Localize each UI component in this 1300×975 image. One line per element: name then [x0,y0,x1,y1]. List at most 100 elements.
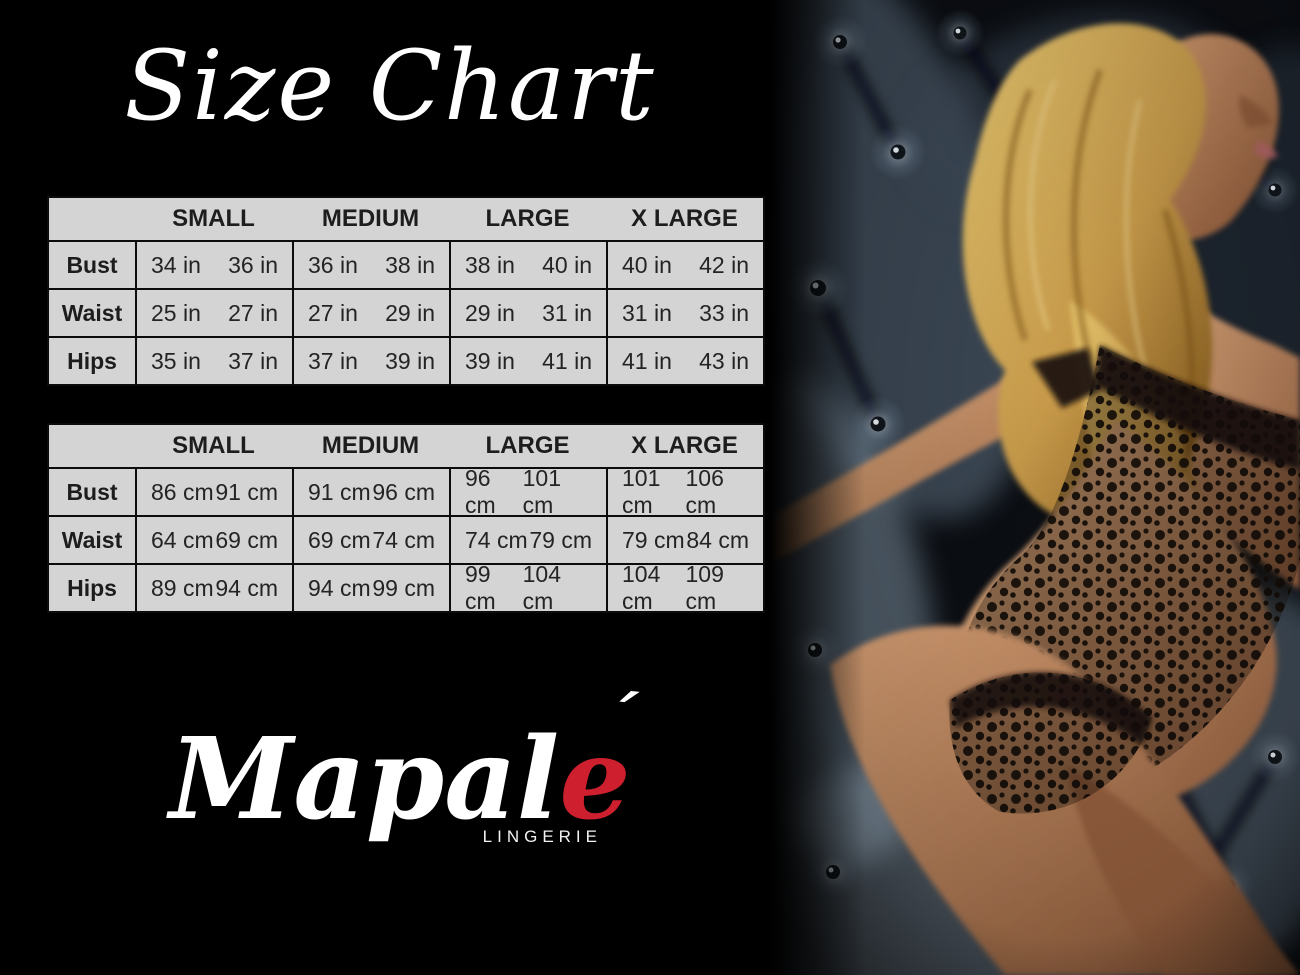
cell-waist-large: 74 cm 79 cm [451,517,606,563]
size-value: 104 cm [622,561,661,614]
header-small: SMALL [172,432,255,459]
size-table-cm-body: Bust 86 cm 91 cm 91 cm 96 cm 96 cm 101 cm 1… [49,465,763,614]
size-value: 39 in [385,347,435,374]
size-value: 27 in [228,299,278,326]
header-large: LARGE [485,432,570,459]
cell-bust-large: 38 in 40 in [451,242,606,288]
cell-hips-large: 99 cm 104 cm [451,561,606,614]
size-table-inches-body: Bust 34 in 36 in 36 in 38 in 38 in 40 in 40… [49,242,763,384]
size-table-centimeters: SMALL MEDIUM LARGE X LARGE Bust 86 cm 91 … [47,423,765,614]
page-title: Size Chart [124,30,656,142]
row-label-bust: Bust [49,469,135,515]
size-value: 74 cm [465,526,528,553]
size-value: 91 cm [215,478,278,505]
size-value: 101 cm [622,465,661,518]
size-value: 39 in [465,347,515,374]
size-value: 34 in [151,251,201,278]
header-xlarge: X LARGE [631,205,738,232]
brand-accent-letter: e ´ [559,680,639,845]
row-label-waist: Waist [49,290,135,336]
size-table-inches: SMALL MEDIUM LARGE X LARGE Bust 34 in 36 … [47,196,765,386]
size-value: 29 in [465,299,515,326]
brand-wordmark: Mapale ´ [140,680,660,845]
size-value: 106 cm [685,465,724,518]
size-value: 25 in [151,299,201,326]
size-value: 89 cm [151,574,214,601]
size-value: 69 cm [215,526,278,553]
size-value: 36 in [308,251,358,278]
brand-tagline: LINGERIE [482,827,602,847]
header-medium: MEDIUM [321,432,420,459]
cell-bust-small: 86 cm 91 cm [137,469,292,515]
size-value: 96 cm [372,478,435,505]
size-value: 74 cm [372,526,435,553]
cell-waist-small: 64 cm 69 cm [137,517,292,563]
cell-waist-large: 29 in 31 in [451,290,606,336]
size-value: 91 cm [308,478,371,505]
size-value: 31 in [542,299,592,326]
header-xlarge: X LARGE [631,432,738,459]
cell-hips-small: 89 cm 94 cm [137,565,292,611]
cell-hips-xlarge: 41 in 43 in [608,338,763,384]
size-value: 37 in [228,347,278,374]
cell-bust-xlarge: 40 in 42 in [608,242,763,288]
cell-bust-xlarge: 101 cm 106 cm [608,465,763,518]
size-value: 42 in [699,251,749,278]
brand-logo: Mapale ´ LINGERIE [140,680,660,847]
size-value: 84 cm [686,526,749,553]
cell-hips-medium: 37 in 39 in [294,338,449,384]
cell-bust-large: 96 cm 101 cm [451,465,606,518]
row-label-hips: Hips [49,338,135,384]
size-value: 79 cm [622,526,685,553]
size-value: 94 cm [215,574,278,601]
cell-waist-medium: 27 in 29 in [294,290,449,336]
cell-waist-xlarge: 31 in 33 in [608,290,763,336]
cell-hips-large: 39 in 41 in [451,338,606,384]
size-value: 94 cm [308,574,371,601]
size-value: 41 in [542,347,592,374]
size-value: 99 cm [465,561,496,614]
cell-waist-medium: 69 cm 74 cm [294,517,449,563]
size-value: 27 in [308,299,358,326]
size-value: 79 cm [529,526,592,553]
row-label-hips: Hips [49,565,135,611]
size-value: 69 cm [308,526,371,553]
header-large: LARGE [485,205,570,232]
size-value: 86 cm [151,478,214,505]
size-value: 43 in [699,347,749,374]
size-value: 29 in [385,299,435,326]
cell-bust-medium: 91 cm 96 cm [294,469,449,515]
size-value: 35 in [151,347,201,374]
size-value: 31 in [622,299,672,326]
cell-bust-small: 34 in 36 in [137,242,292,288]
model-photo [770,0,1300,975]
size-value: 37 in [308,347,358,374]
size-value: 40 in [622,251,672,278]
size-value: 64 cm [151,526,214,553]
size-value: 36 in [228,251,278,278]
size-value: 101 cm [522,465,561,518]
size-value: 38 in [385,251,435,278]
size-value: 104 cm [522,561,561,614]
size-value: 109 cm [685,561,724,614]
cell-waist-small: 25 in 27 in [137,290,292,336]
row-label-waist: Waist [49,517,135,563]
cell-hips-small: 35 in 37 in [137,338,292,384]
size-table-inches-header: SMALL MEDIUM LARGE X LARGE [49,198,763,240]
size-value: 96 cm [465,465,496,518]
header-medium: MEDIUM [321,205,420,232]
size-value: 33 in [699,299,749,326]
size-value: 38 in [465,251,515,278]
cell-hips-xlarge: 104 cm 109 cm [608,561,763,614]
cell-bust-medium: 36 in 38 in [294,242,449,288]
size-value: 99 cm [372,574,435,601]
cell-hips-medium: 94 cm 99 cm [294,565,449,611]
size-value: 40 in [542,251,592,278]
model-photo-art [770,0,1300,975]
header-small: SMALL [172,205,255,232]
size-table-cm-header: SMALL MEDIUM LARGE X LARGE [49,425,763,467]
cell-waist-xlarge: 79 cm 84 cm [608,517,763,563]
brand-wordmark-main: Mapal [169,714,560,845]
row-label-bust: Bust [49,242,135,288]
